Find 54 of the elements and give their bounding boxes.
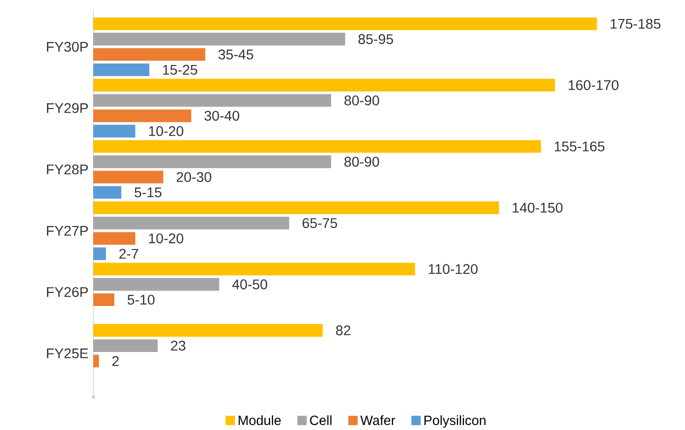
bar <box>93 94 332 107</box>
bar <box>93 109 192 122</box>
data-label: 82 <box>336 325 350 336</box>
bar <box>93 63 150 76</box>
data-label: 15-25 <box>163 64 198 75</box>
data-label: 155-165 <box>554 141 604 152</box>
legend-label: Module <box>238 415 281 426</box>
bar <box>93 124 136 138</box>
y-tick-label: FY27P <box>46 226 88 236</box>
data-label: 10-20 <box>149 126 184 136</box>
data-label: 85-95 <box>358 34 394 44</box>
data-label: 40-50 <box>232 279 268 290</box>
data-label: 35-45 <box>218 50 254 60</box>
data-label: 110-120 <box>428 264 478 274</box>
y-tick-label: FY28P <box>46 164 88 174</box>
y-tick-label: FY30P <box>46 42 88 52</box>
data-label: 5-15 <box>134 188 162 198</box>
bar <box>93 232 136 245</box>
data-label: 140-150 <box>512 202 563 213</box>
data-label: 80-90 <box>344 95 380 106</box>
data-label: 20-30 <box>176 172 212 182</box>
bar <box>93 48 206 61</box>
bar <box>93 32 346 46</box>
bar <box>93 155 332 168</box>
bar <box>93 262 416 276</box>
bar <box>93 278 220 291</box>
data-label: 80-90 <box>344 156 380 167</box>
legend-label: Wafer <box>360 415 396 426</box>
y-tick-label: FY25E <box>46 348 88 358</box>
bar <box>93 186 122 199</box>
data-label: 175-185 <box>610 18 660 29</box>
data-label: 160-170 <box>568 80 618 90</box>
bar <box>93 339 158 352</box>
data-label: 65-75 <box>302 218 338 228</box>
bar <box>93 140 541 153</box>
y-tick-label: FY29P <box>46 103 88 114</box>
bar <box>93 17 597 30</box>
bar <box>93 216 290 230</box>
data-label: 30-40 <box>204 110 240 121</box>
data-label: 23 <box>171 340 186 351</box>
bar <box>93 293 114 306</box>
legend-label: Cell <box>310 415 332 426</box>
bar <box>93 78 555 92</box>
data-label: 10-20 <box>149 233 184 244</box>
data-label: 5-10 <box>128 294 154 305</box>
bar <box>93 170 164 184</box>
data-label: 2-7 <box>119 248 138 259</box>
y-tick-label: FY26P <box>46 287 88 298</box>
bar <box>93 324 323 337</box>
bar <box>93 201 499 214</box>
data-label: 2 <box>112 356 119 366</box>
bar <box>93 354 99 368</box>
legend-label: Polysilicon <box>424 415 486 428</box>
bar <box>93 247 106 260</box>
